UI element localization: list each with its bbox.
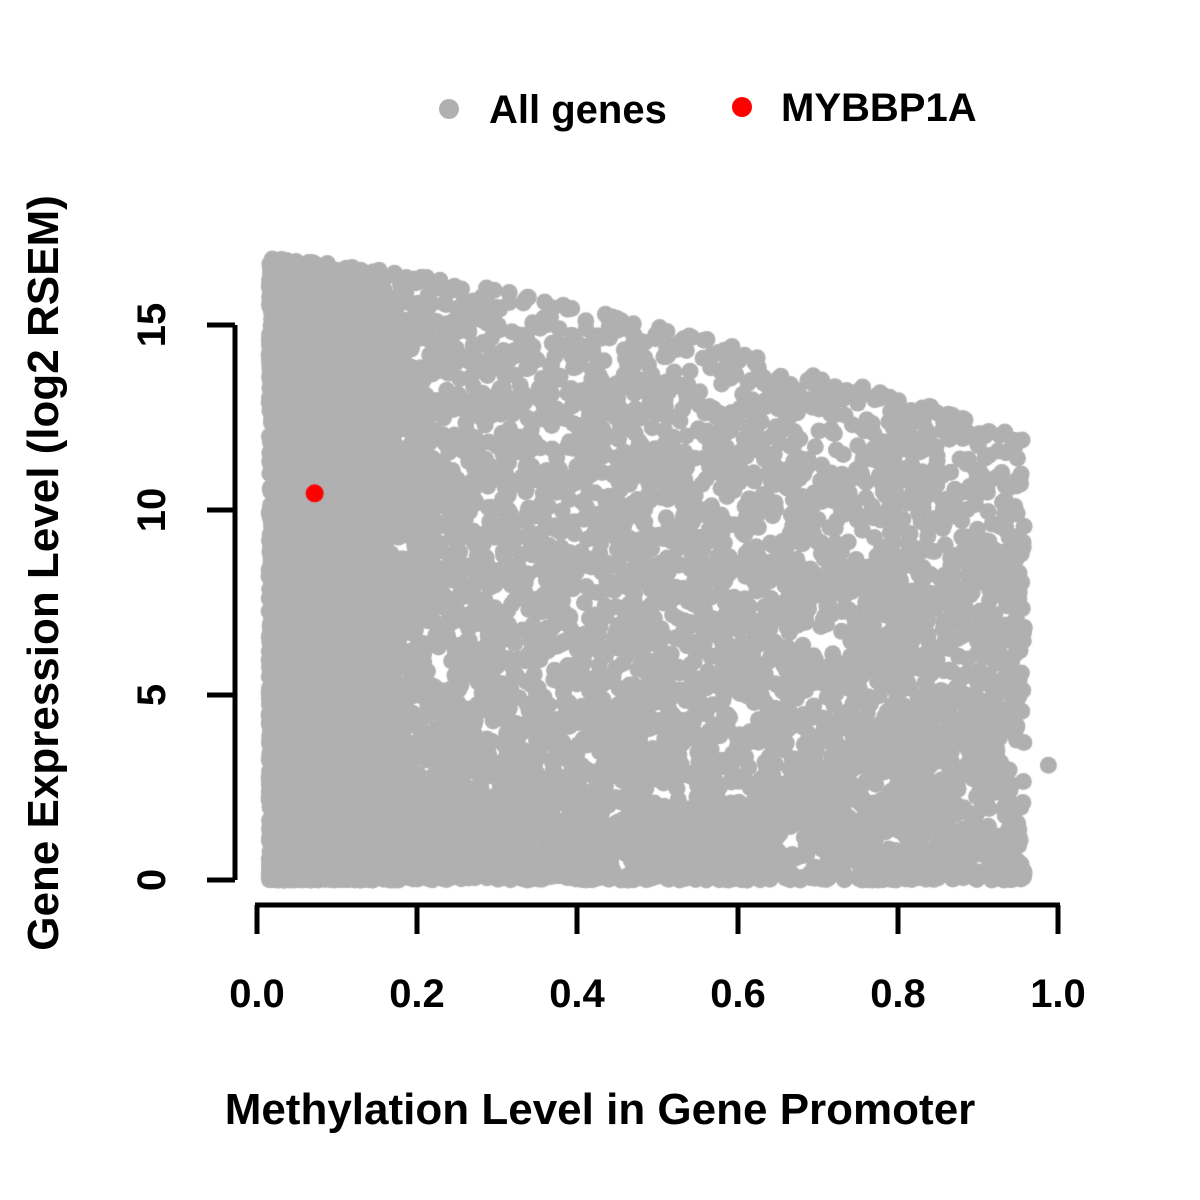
legend-label-mybbp1a: MYBBP1A [781, 86, 977, 130]
x-tick-label-0.0: 0.0 [229, 972, 285, 1016]
y-axis-title: Gene Expression Level (log2 RSEM) [19, 195, 68, 951]
y-tick-label-15: 15 [130, 302, 174, 348]
y-tick-label-10: 10 [130, 487, 174, 533]
y-tick-label-5: 5 [130, 683, 174, 707]
x-tick-label-1.0: 1.0 [1030, 972, 1086, 1016]
mybbp1a-dot-icon [732, 97, 752, 117]
legend-label-all-genes: All genes [489, 88, 667, 132]
x-axis-title: Methylation Level in Gene Promoter [224, 1085, 976, 1134]
x-tick-label-0.6: 0.6 [710, 972, 766, 1016]
x-tick-label-0.4: 0.4 [549, 972, 605, 1016]
x-tick-label-0.2: 0.2 [389, 972, 445, 1016]
y-tick-label-0: 0 [130, 868, 174, 892]
all-genes-dot-icon [439, 99, 459, 119]
x-tick-label-0.8: 0.8 [870, 972, 926, 1016]
